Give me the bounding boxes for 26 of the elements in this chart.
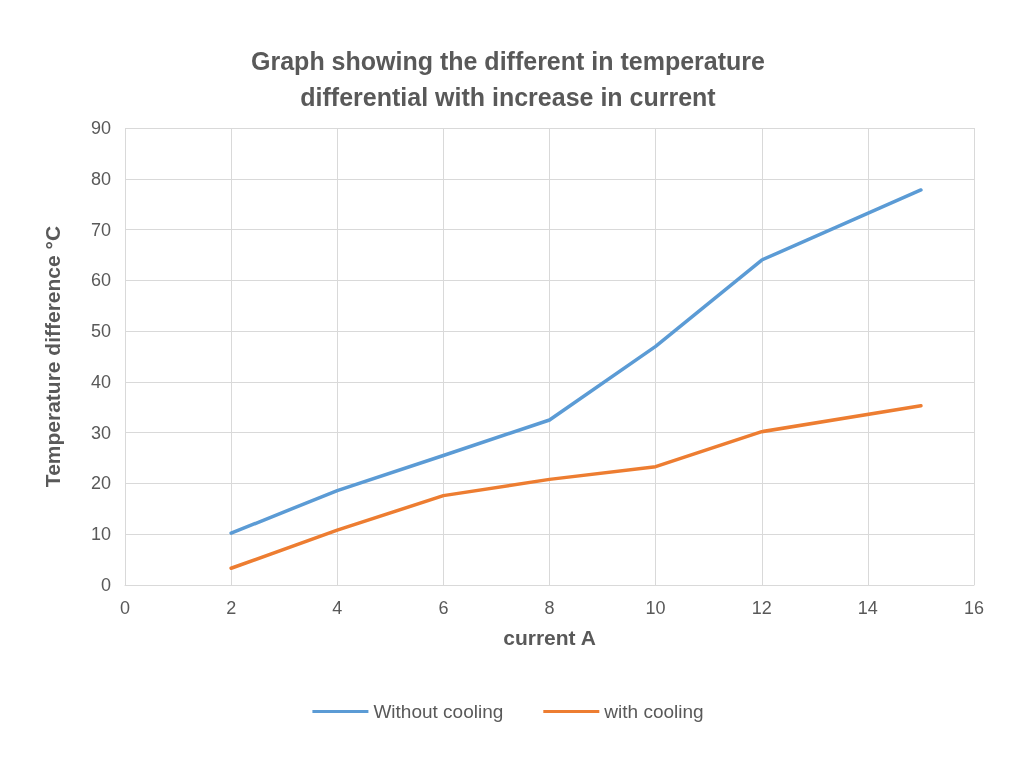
x-axis-title: current A — [503, 626, 596, 649]
chart-title: Graph showing the different in temperature differential with increase in current — [251, 47, 766, 111]
legend-label: with cooling — [603, 701, 704, 722]
y-tick-label: 10 — [90, 524, 111, 545]
legend-label: Without cooling — [373, 701, 504, 722]
line-series — [229, 188, 923, 535]
x-tick-label: 4 — [332, 598, 343, 618]
y-tick-label: 80 — [90, 168, 111, 189]
x-tick-label: 16 — [963, 598, 985, 618]
y-axis-title: Temperature difference °C — [41, 225, 64, 488]
x-tick-label: 14 — [857, 598, 878, 618]
y-tick-label: 60 — [90, 270, 111, 291]
y-tick-label: 0 — [100, 575, 111, 595]
x-tick-label: 2 — [226, 598, 237, 618]
y-tick-label: 20 — [90, 473, 111, 494]
y-tick-label: 50 — [90, 321, 111, 342]
y-tick-label: 70 — [90, 219, 111, 240]
x-tick-label: 0 — [119, 598, 131, 618]
line-series — [229, 404, 923, 570]
x-tick-label: 8 — [544, 598, 555, 618]
x-tick-label: 12 — [751, 598, 772, 618]
x-tick-label: 10 — [645, 598, 666, 618]
y-tick-label: 90 — [90, 118, 111, 138]
y-tick-label: 40 — [90, 371, 111, 392]
y-tick-label: 30 — [90, 422, 111, 443]
x-tick-label: 6 — [438, 598, 449, 618]
